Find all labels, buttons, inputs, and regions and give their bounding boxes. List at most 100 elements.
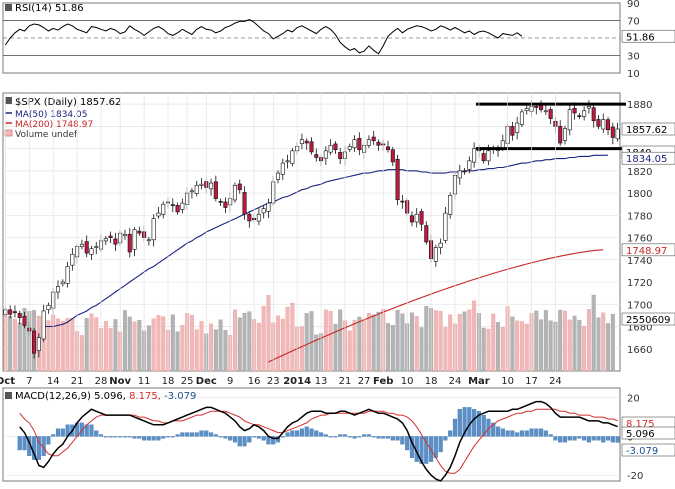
volume-bar [414, 316, 419, 372]
price-title: $SPX (Daily) 1857.62 [15, 97, 121, 108]
macd-histogram-bar [467, 407, 472, 437]
price-tick-label: 1720 [627, 278, 652, 289]
rsi-tick-label: 70 [627, 17, 640, 28]
volume-bar [338, 309, 343, 372]
volume-bar [491, 313, 496, 372]
price-tick-label: 1700 [627, 300, 652, 311]
macd-histogram-bar [213, 434, 218, 437]
date-tick-label: 11 [138, 376, 151, 387]
price-candle [543, 110, 548, 113]
volume-bar [577, 320, 582, 372]
volume-last-value-box [621, 312, 675, 326]
ma200-last-value-box [621, 243, 675, 257]
price-candle [448, 195, 453, 215]
volume-bar [170, 314, 175, 372]
price-candle [462, 170, 467, 173]
volume-bar [390, 324, 395, 372]
price-candle [189, 190, 194, 193]
volume-bar [194, 329, 199, 372]
price-candle [610, 126, 615, 138]
ma50-last-value: 1834.05 [626, 154, 667, 165]
macd-histogram-bar [22, 436, 27, 451]
macd-histogram-bar [472, 409, 477, 437]
price-candle [615, 128, 620, 140]
volume-bar [443, 327, 448, 372]
price-candle [414, 213, 419, 223]
volume-bar [376, 311, 381, 372]
volume-bar [84, 318, 89, 372]
price-tick-label: 1660 [627, 345, 652, 356]
macd-histogram-bar [290, 430, 295, 437]
macd-histogram-bar [199, 430, 204, 437]
date-tick-label: 23 [267, 376, 280, 387]
price-candle [94, 246, 99, 248]
macd-histogram-bar [242, 436, 247, 447]
volume-bar [433, 310, 438, 372]
volume-bar [266, 295, 271, 372]
price-tick-label: 1760 [627, 234, 652, 245]
volume-bar [386, 323, 390, 372]
price-last-value-box [621, 122, 675, 136]
macd-histogram-bar [347, 436, 352, 438]
macd-histogram-bar [524, 430, 529, 437]
date-tick-label: 17 [525, 376, 538, 387]
macd-signal-last-value: 8.175 [626, 419, 655, 430]
price-candle [366, 139, 371, 146]
macd-histogram-bar [333, 436, 338, 438]
price-candle [175, 205, 180, 213]
macd-histogram-bar [562, 436, 568, 443]
date-tick-label: 13 [315, 376, 328, 387]
volume-bar [56, 318, 60, 372]
price-candle [472, 148, 477, 163]
volume-bar [213, 329, 218, 372]
volume-bar [146, 325, 151, 372]
rsi-panel: 10 30 70 90 51.86 RSI(14) 51.86 [2, 0, 675, 80]
volume-bar [524, 323, 529, 372]
price-candle [46, 305, 51, 310]
price-candle [8, 309, 13, 315]
date-tick-label: 28 [95, 376, 108, 387]
price-candle [562, 128, 568, 141]
volume-bar [591, 294, 596, 372]
price-candle [352, 139, 357, 149]
volume-bar [103, 321, 108, 372]
price-candle [338, 152, 343, 159]
volume-bar [290, 302, 295, 372]
macd-histogram-bar [299, 428, 304, 437]
macd-histogram-bar [314, 430, 319, 437]
price-candle [247, 213, 252, 222]
macd-histogram-bar [462, 407, 467, 437]
volume-bar [371, 314, 376, 372]
price-candle [266, 202, 271, 212]
volume-bar [448, 314, 453, 372]
macd-histogram-bar [352, 436, 357, 439]
macd-histogram-bar [247, 436, 252, 443]
macd-legend-part-2: 8.175, [129, 391, 164, 402]
volume-bar [12, 319, 17, 372]
volume-bar [218, 319, 223, 372]
macd-histogram-bar [170, 436, 175, 438]
macd-histogram-bar [424, 436, 429, 464]
volume-bar [175, 331, 180, 372]
volume-bar [472, 300, 477, 372]
price-candle [314, 154, 319, 158]
macd-histogram-bar [605, 436, 611, 441]
macd-histogram-bar [505, 430, 510, 437]
macd-histogram-bar [194, 432, 199, 437]
price-tick-label: 1780 [627, 211, 652, 222]
price-candle [290, 150, 295, 164]
volume-bar [22, 308, 27, 372]
macd-histogram-bar [228, 436, 233, 441]
price-candle [17, 313, 22, 318]
volume-bar [534, 310, 539, 372]
volume-bar [409, 312, 414, 372]
macd-histogram-bar [601, 436, 606, 443]
volume-bar [467, 309, 472, 372]
price-tick-label: 1680 [627, 323, 652, 334]
price-candle [32, 330, 37, 354]
volume-bar [79, 335, 84, 372]
date-tick-label: Feb [373, 376, 393, 387]
volume-bar [333, 323, 338, 372]
volume-bar [132, 321, 137, 372]
date-tick-label: 27 [358, 376, 371, 387]
